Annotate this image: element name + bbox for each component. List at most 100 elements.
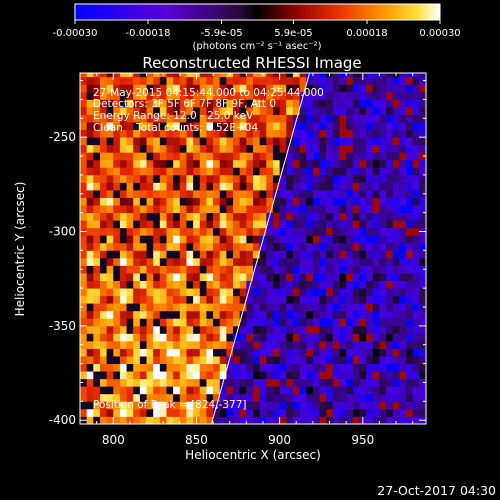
- heatmap-cell: [119, 371, 127, 380]
- heatmap-cell: [199, 174, 207, 183]
- heatmap-cell: [153, 159, 161, 168]
- heatmap-cell: [379, 408, 387, 417]
- heatmap-cell: [173, 220, 181, 229]
- heatmap-cell: [286, 416, 294, 424]
- heatmap-cell: [139, 73, 147, 78]
- heatmap-cell: [133, 333, 141, 342]
- heatmap-cell: [199, 84, 207, 93]
- heatmap-cell: [193, 167, 201, 176]
- heatmap-cell: [80, 280, 88, 289]
- heatmap-cell: [199, 401, 207, 410]
- heatmap-cell: [412, 295, 420, 304]
- heatmap-cell: [406, 348, 414, 357]
- heatmap-cell: [392, 220, 400, 229]
- heatmap-cell: [106, 242, 114, 251]
- heatmap-cell: [406, 250, 414, 259]
- heatmap-cell: [372, 280, 380, 289]
- heatmap-cell: [106, 325, 114, 334]
- heatmap-cell: [159, 318, 167, 327]
- heatmap-cell: [386, 295, 394, 304]
- heatmap-cell: [186, 288, 194, 297]
- heatmap-cell: [233, 144, 241, 153]
- heatmap-cell: [299, 303, 307, 312]
- heatmap-cell: [339, 408, 347, 417]
- heatmap-cell: [173, 152, 181, 161]
- heatmap-cell: [326, 182, 334, 191]
- heatmap-cell: [319, 393, 327, 402]
- heatmap-cell: [319, 303, 327, 312]
- heatmap-cell: [386, 303, 394, 312]
- heatmap-cell: [193, 91, 201, 100]
- heatmap-cell: [392, 386, 400, 395]
- heatmap-cell: [173, 363, 181, 372]
- heatmap-cell: [412, 197, 420, 206]
- footer-timestamp: 27-Oct-2017 04:30: [377, 483, 496, 498]
- heatmap-cell: [379, 84, 387, 93]
- heatmap-cell: [133, 356, 141, 365]
- heatmap-cell: [199, 356, 207, 365]
- heatmap-cell: [272, 295, 281, 304]
- heatmap-cell: [372, 159, 380, 168]
- heatmap-cell: [146, 73, 154, 78]
- heatmap-cell: [206, 393, 214, 402]
- heatmap-cell: [306, 273, 314, 281]
- heatmap-cell: [153, 340, 161, 349]
- heatmap-cell: [272, 265, 281, 274]
- heatmap-cell: [359, 333, 367, 342]
- heatmap-cell: [286, 242, 294, 251]
- heatmap-cell: [99, 106, 108, 115]
- heatmap-cell: [386, 152, 394, 161]
- heatmap-cell: [312, 174, 320, 183]
- heatmap-cell: [213, 212, 221, 221]
- heatmap-cell: [326, 393, 334, 402]
- heatmap-cell: [312, 408, 320, 417]
- heatmap-cell: [259, 280, 267, 289]
- heatmap-cell: [359, 76, 367, 85]
- heatmap-cell: [86, 235, 94, 244]
- heatmap-cell: [179, 152, 187, 161]
- heatmap-cell: [226, 371, 234, 380]
- heatmap-cell: [399, 295, 407, 304]
- heatmap-cell: [246, 167, 254, 176]
- heatmap-cell: [312, 273, 320, 281]
- heatmap-cell: [312, 416, 320, 424]
- heatmap-cell: [366, 174, 374, 183]
- heatmap-cell: [332, 144, 340, 153]
- heatmap-cell: [372, 99, 380, 108]
- heatmap-cell: [346, 310, 354, 319]
- heatmap-cell: [406, 265, 414, 274]
- heatmap-cell: [419, 129, 426, 138]
- heatmap-cell: [406, 167, 414, 176]
- heatmap-cell: [166, 393, 174, 402]
- heatmap-cell: [372, 265, 380, 274]
- heatmap-cell: [259, 401, 267, 410]
- heatmap-cell: [326, 348, 334, 357]
- heatmap-cell: [279, 408, 287, 417]
- heatmap-cell: [193, 378, 201, 387]
- heatmap-cell: [292, 333, 300, 342]
- y-tick-label: -400: [49, 413, 76, 427]
- heatmap-cell: [372, 91, 380, 100]
- heatmap-cell: [86, 242, 94, 251]
- heatmap-cell: [372, 401, 380, 410]
- heatmap-cell: [173, 212, 181, 221]
- heatmap-cell: [246, 280, 254, 289]
- heatmap-cell: [279, 114, 287, 123]
- heatmap-cell: [286, 76, 294, 85]
- heatmap-cell: [206, 99, 214, 108]
- heatmap-cell: [153, 114, 161, 123]
- heatmap-cell: [319, 340, 327, 349]
- heatmap-cell: [366, 363, 374, 372]
- heatmap-cell: [226, 333, 234, 342]
- heatmap-cell: [113, 137, 121, 146]
- heatmap-cell: [346, 159, 354, 168]
- heatmap-cell: [139, 137, 147, 146]
- heatmap-cell: [406, 144, 414, 153]
- heatmap-cell: [279, 386, 287, 395]
- heatmap-cell: [332, 159, 340, 168]
- heatmap-cell: [159, 401, 167, 410]
- heatmap-cell: [233, 99, 241, 108]
- heatmap-cell: [306, 265, 314, 274]
- heatmap-cell: [326, 220, 334, 229]
- heatmap-cell: [80, 137, 88, 146]
